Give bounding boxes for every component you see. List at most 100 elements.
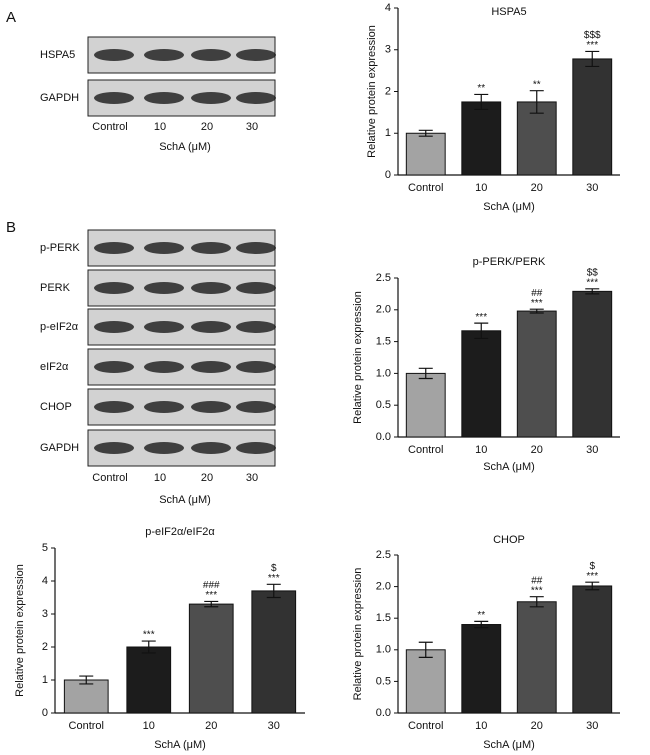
error-bar: [204, 600, 219, 608]
significance-label: ***: [586, 40, 598, 51]
y-tick-label: 3: [42, 608, 48, 620]
blot-lane-label: 20: [201, 121, 213, 133]
blot-band: [144, 92, 184, 104]
blot-band: [144, 361, 184, 373]
chart-title: HSPA5: [491, 6, 526, 18]
x-tick-label: Control: [408, 720, 443, 732]
blot-band: [236, 242, 276, 254]
blot-row-label: p-PERK: [40, 242, 80, 254]
blot-row-label: HSPA5: [40, 49, 75, 61]
panel-label: B: [6, 219, 16, 236]
bar: [461, 330, 502, 438]
blot-band: [236, 361, 276, 373]
blot-band: [191, 321, 231, 333]
x-tick-label: Control: [408, 182, 443, 194]
x-axis-label: SchA (μM): [483, 461, 535, 473]
y-tick-label: 2.0: [376, 304, 391, 316]
y-tick-label: 1.5: [376, 336, 391, 348]
blot-band: [144, 401, 184, 413]
bar: [188, 603, 234, 714]
error-bar: [585, 581, 600, 591]
x-tick-label: Control: [408, 444, 443, 456]
bar: [251, 590, 297, 714]
y-axis-label: Relative protein expression: [14, 564, 26, 697]
blot-band: [236, 321, 276, 333]
significance-label: ***: [531, 585, 543, 596]
blot-band: [144, 242, 184, 254]
significance-label: ##: [531, 288, 543, 299]
significance-label: ***: [268, 573, 280, 584]
error-bar: [418, 129, 433, 137]
bar: [572, 58, 613, 176]
x-tick-label: 20: [531, 444, 543, 456]
bar: [516, 601, 557, 714]
blot-band: [191, 401, 231, 413]
blot-x-label: SchA (μM): [159, 494, 211, 506]
error-bar: [418, 367, 433, 380]
x-tick-label: 10: [475, 182, 487, 194]
x-tick-label: 30: [586, 444, 598, 456]
y-tick-label: 2.5: [376, 272, 391, 284]
error-bar: [529, 308, 544, 314]
blot-band: [236, 282, 276, 294]
bar: [461, 624, 502, 714]
y-tick-label: 0.0: [376, 431, 391, 443]
x-tick-label: 30: [586, 182, 598, 194]
blot-row-label: GAPDH: [40, 92, 79, 104]
bar: [126, 646, 172, 714]
significance-label: ***: [586, 571, 598, 582]
x-tick-label: 20: [531, 182, 543, 194]
significance-label: $$$: [584, 30, 601, 41]
bar: [63, 679, 109, 714]
x-tick-label: 20: [205, 720, 217, 732]
significance-label: $: [589, 561, 595, 572]
blot-band: [144, 282, 184, 294]
blot-lane-label: 10: [154, 121, 166, 133]
error-bar: [266, 583, 281, 599]
x-tick-label: 10: [143, 720, 155, 732]
blot-band: [191, 282, 231, 294]
error-bar: [418, 641, 433, 658]
blot-band: [191, 242, 231, 254]
y-tick-label: 4: [42, 575, 48, 587]
error-bar: [474, 322, 489, 340]
blot-lane-label: Control: [92, 121, 127, 133]
blot-band: [236, 401, 276, 413]
error-bar: [529, 90, 544, 114]
chart-title: CHOP: [493, 534, 525, 546]
significance-label: **: [477, 610, 485, 621]
blot-band: [144, 442, 184, 454]
y-axis-label: Relative protein expression: [366, 25, 378, 158]
bar: [405, 372, 446, 438]
y-tick-label: 0.5: [376, 675, 391, 687]
error-bar: [585, 50, 600, 68]
blot-band: [94, 282, 134, 294]
significance-label: $$: [587, 267, 599, 278]
significance-label: ###: [203, 580, 220, 591]
blot-lane-label: 30: [246, 121, 258, 133]
chart-title: p-PERK/PERK: [473, 256, 546, 268]
y-tick-label: 1: [385, 127, 391, 139]
x-axis-label: SchA (μM): [483, 201, 535, 213]
y-tick-label: 1.5: [376, 612, 391, 624]
y-tick-label: 1: [42, 674, 48, 686]
blot-band: [191, 442, 231, 454]
significance-label: ***: [143, 630, 155, 641]
bar: [572, 585, 613, 714]
blot-band: [236, 49, 276, 61]
bar: [461, 101, 502, 176]
significance-label: ***: [205, 590, 217, 601]
significance-label: ***: [475, 312, 487, 323]
y-tick-label: 2: [385, 85, 391, 97]
bar: [516, 310, 557, 438]
x-axis-label: SchA (μM): [483, 739, 535, 751]
blot-x-label: SchA (μM): [159, 141, 211, 153]
x-axis-label: SchA (μM): [154, 739, 206, 751]
bar: [405, 132, 446, 176]
x-tick-label: 10: [475, 720, 487, 732]
significance-label: ***: [586, 277, 598, 288]
y-tick-label: 2.0: [376, 581, 391, 593]
significance-label: ##: [531, 575, 543, 586]
x-tick-label: Control: [69, 720, 104, 732]
bar: [516, 101, 557, 176]
